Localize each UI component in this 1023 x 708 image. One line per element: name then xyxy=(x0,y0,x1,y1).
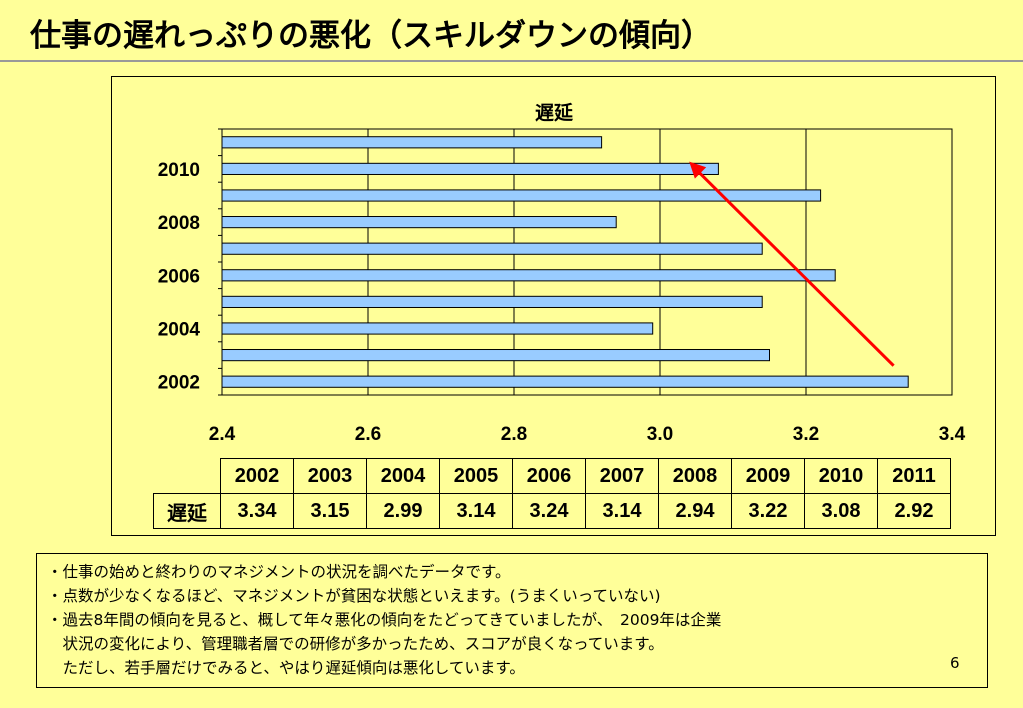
x-tick-label: 3.2 xyxy=(793,424,819,445)
y-tick-label: 2010 xyxy=(158,160,200,181)
slide-title: 仕事の遅れっぷりの悪化（スキルダウンの傾向） xyxy=(30,18,712,54)
table-header-cell: 2005 xyxy=(439,458,513,494)
table-header-cell: 2009 xyxy=(731,458,805,494)
x-tick-label: 2.4 xyxy=(209,424,236,445)
y-tick-label: 2004 xyxy=(158,320,201,341)
note-line: ・点数が少なくなるほど、マネジメントが貧困な状態といえます。(うまくいっていない… xyxy=(47,587,661,605)
note-line: ・仕事の始めと終わりのマネジメントの状況を調べたデータです。 xyxy=(47,563,511,581)
table-header-cell: 2002 xyxy=(220,458,294,494)
note-line: 状況の変化により、管理職者層での研修が多かったため、スコアが良くなっています。 xyxy=(47,635,664,653)
title-divider xyxy=(0,60,1023,62)
table-header-cell: 2011 xyxy=(877,458,951,494)
table-header-row: 2002 2003 2004 2005 2006 2007 2008 2009 2010 2011 xyxy=(154,458,951,494)
table-value-cell: 3.22 xyxy=(731,493,805,529)
table-value-cell: 3.14 xyxy=(439,493,513,529)
x-tick-label: 3.0 xyxy=(647,424,673,445)
bar-2002 xyxy=(221,375,909,388)
table-value-cell: 2.92 xyxy=(877,493,951,529)
table-value-cell: 2.99 xyxy=(366,493,440,529)
data-table: 2002 2003 2004 2005 2006 2007 2008 2009 2010 2011… xyxy=(153,458,951,529)
notes-box: ・仕事の始めと終わりのマネジメントの状況を調べたデータです。・点数が少なくなるほ… xyxy=(36,553,988,688)
bar-chart: 遅延 2002 2004 2006 2008 2010 2.4 2.6 2.8 3.0 3.2 3… xyxy=(158,102,966,445)
x-tick-labels: 2.4 2.6 2.8 3.0 3.2 3.4 xyxy=(209,424,966,445)
table-header-cell: 2003 xyxy=(293,458,367,494)
page-number: 6 xyxy=(950,654,960,672)
table-header-cell: 2010 xyxy=(804,458,878,494)
x-tick-label: 2.8 xyxy=(501,424,527,445)
note-line: ・過去8年間の傾向を見ると、概して年々悪化の傾向をたどってきていましたが、 20… xyxy=(47,611,722,629)
bar-2003 xyxy=(221,349,770,362)
chart-title: 遅延 xyxy=(535,102,574,124)
table-value-cell: 3.24 xyxy=(512,493,586,529)
bar-2006 xyxy=(221,269,836,282)
table-value-cell: 3.14 xyxy=(585,493,659,529)
table-header-cell: 2007 xyxy=(585,458,659,494)
bars xyxy=(221,136,909,388)
x-tick-label: 2.6 xyxy=(355,424,381,445)
bar-2011 xyxy=(221,136,603,149)
table-value-cell: 2.94 xyxy=(658,493,732,529)
bar-2010 xyxy=(221,162,719,175)
y-tick-label: 2008 xyxy=(158,213,200,234)
bar-2005 xyxy=(221,295,763,308)
table-header-cell: 2006 xyxy=(512,458,586,494)
table-value-cell: 3.08 xyxy=(804,493,878,529)
y-tick-label: 2002 xyxy=(158,373,200,394)
table-header-cell: 2008 xyxy=(658,458,732,494)
y-tick-labels: 2002 2004 2006 2008 2010 xyxy=(158,160,201,394)
bar-2008 xyxy=(221,216,617,229)
table-value-cell: 3.34 xyxy=(220,493,294,529)
bar-2009 xyxy=(221,189,822,202)
note-line: ただし、若手層だけでみると、やはり遅延傾向は悪化しています。 xyxy=(47,659,525,677)
trend-arrow-shaft xyxy=(694,167,895,367)
trend-arrow-head xyxy=(689,161,707,179)
table-corner-cell xyxy=(154,459,221,494)
table-header-cell: 2004 xyxy=(366,458,440,494)
bar-2007 xyxy=(221,242,763,255)
table-row-label: 遅延 xyxy=(153,493,221,529)
trend-arrow xyxy=(689,161,895,367)
table-value-cell: 3.15 xyxy=(293,493,367,529)
x-tick-label: 3.4 xyxy=(939,424,966,445)
table-value-row: 遅延 3.34 3.15 2.99 3.14 3.24 3.14 2.94 3.22 3.08 2… xyxy=(153,493,951,529)
y-tick-label: 2006 xyxy=(158,266,200,287)
bar-2004 xyxy=(221,322,654,335)
